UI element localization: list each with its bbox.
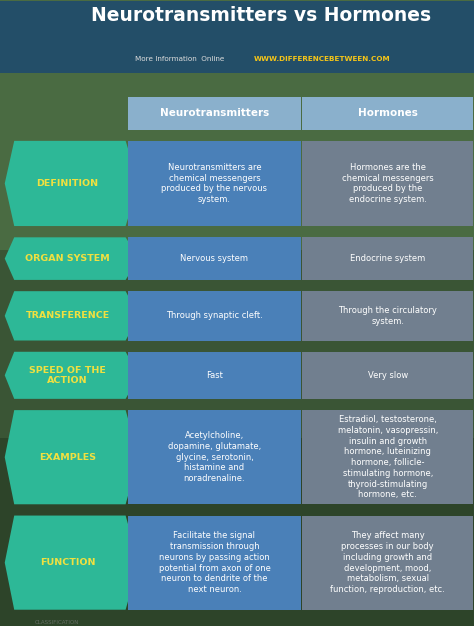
Text: Endocrine system: Endocrine system xyxy=(350,254,425,263)
Polygon shape xyxy=(5,352,139,399)
Bar xyxy=(302,97,473,130)
Text: Facilitate the signal
transmission through
neurons by passing action
potential f: Facilitate the signal transmission throu… xyxy=(158,531,271,594)
Bar xyxy=(0,250,474,438)
Text: Hormones are the
chemical messengers
produced by the
endocrine system.: Hormones are the chemical messengers pro… xyxy=(342,163,434,204)
Bar xyxy=(128,516,301,610)
Text: Hormones: Hormones xyxy=(358,108,418,118)
Bar xyxy=(128,352,301,399)
Bar xyxy=(128,97,301,130)
Text: Nervous system: Nervous system xyxy=(181,254,248,263)
Text: WWW.DIFFERENCEBETWEEN.COM: WWW.DIFFERENCEBETWEEN.COM xyxy=(254,56,391,62)
Text: They affect many
processes in our body
including growth and
development, mood,
m: They affect many processes in our body i… xyxy=(330,531,445,594)
Polygon shape xyxy=(5,237,139,280)
Bar xyxy=(302,291,473,341)
Text: EXAMPLES: EXAMPLES xyxy=(39,453,96,462)
Bar xyxy=(0,0,474,250)
Text: Through the circulatory
system.: Through the circulatory system. xyxy=(338,306,437,326)
Bar xyxy=(302,352,473,399)
Text: Neurotransmitters are
chemical messengers
produced by the nervous
system.: Neurotransmitters are chemical messenger… xyxy=(162,163,267,204)
Bar xyxy=(128,141,301,226)
Text: Neurotransmitters vs Hormones: Neurotransmitters vs Hormones xyxy=(91,6,431,25)
Bar xyxy=(0,1,474,73)
Bar xyxy=(128,237,301,280)
Bar xyxy=(0,438,474,626)
Text: ORGAN SYSTEM: ORGAN SYSTEM xyxy=(25,254,110,263)
Text: Acetylcholine,
dopamine, glutamate,
glycine, serotonin,
histamine and
noradrenal: Acetylcholine, dopamine, glutamate, glyc… xyxy=(168,431,261,483)
Bar xyxy=(128,291,301,341)
Text: Fast: Fast xyxy=(206,371,223,380)
Polygon shape xyxy=(5,410,139,505)
Text: More Information  Online: More Information Online xyxy=(136,56,225,62)
Bar xyxy=(302,410,473,505)
Text: SPEED OF THE
ACTION: SPEED OF THE ACTION xyxy=(29,366,106,385)
Bar xyxy=(128,410,301,505)
Polygon shape xyxy=(5,516,139,610)
Text: Neurotransmitters: Neurotransmitters xyxy=(160,108,269,118)
Bar xyxy=(302,237,473,280)
Text: CLASSIFICATION: CLASSIFICATION xyxy=(35,620,79,625)
Text: Estradiol, testosterone,
melatonin, vasopressin,
insulin and growth
hormone, lut: Estradiol, testosterone, melatonin, vaso… xyxy=(337,415,438,500)
Text: DEFINITION: DEFINITION xyxy=(36,179,99,188)
Polygon shape xyxy=(5,291,139,341)
Text: Very slow: Very slow xyxy=(368,371,408,380)
Text: TRANSFERENCE: TRANSFERENCE xyxy=(26,311,109,321)
Polygon shape xyxy=(5,141,139,226)
Text: Through synaptic cleft.: Through synaptic cleft. xyxy=(166,311,263,321)
Bar xyxy=(302,141,473,226)
Bar xyxy=(302,516,473,610)
Text: FUNCTION: FUNCTION xyxy=(40,558,95,567)
